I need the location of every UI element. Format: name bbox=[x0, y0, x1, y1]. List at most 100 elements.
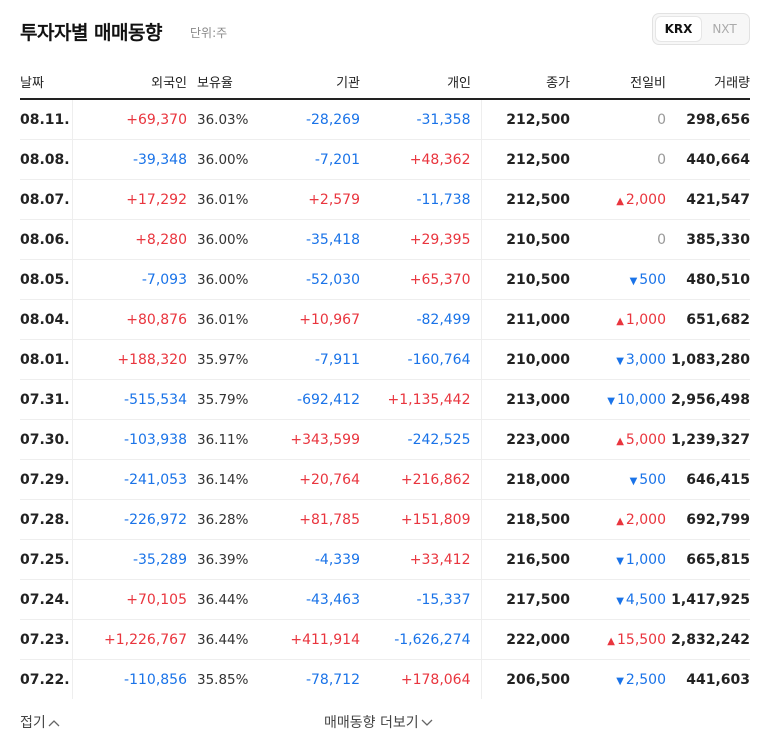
close-cell: 216,500 bbox=[481, 539, 570, 580]
close-cell: 210,500 bbox=[481, 219, 570, 260]
triangle-up-icon: ▲ bbox=[616, 515, 624, 527]
close-cell: 213,000 bbox=[481, 379, 570, 420]
table-row: 08.11. +69,370 36.03% -28,269 -31,358 212,500… bbox=[20, 99, 750, 140]
change-value: 500 bbox=[639, 471, 666, 488]
holding-cell: 36.01% bbox=[193, 179, 265, 220]
col-individual: 개인 bbox=[360, 66, 481, 100]
change-cell: 0 bbox=[570, 99, 666, 140]
volume-cell: 651,682 bbox=[666, 299, 750, 340]
holding-cell: 36.14% bbox=[193, 459, 265, 500]
change-cell: 0 bbox=[570, 219, 666, 260]
holding-cell: 35.79% bbox=[193, 379, 265, 420]
change-cell: ▼ 2,500 bbox=[570, 660, 666, 700]
triangle-down-icon: ▼ bbox=[616, 355, 624, 367]
change-cell: ▲ 2,000 bbox=[570, 499, 666, 540]
volume-cell: 665,815 bbox=[666, 539, 750, 580]
foreign-cell: +17,292 bbox=[71, 179, 193, 220]
close-cell: 218,500 bbox=[481, 499, 570, 540]
individual-cell: -242,525 bbox=[360, 419, 482, 460]
table-row: 08.01. +188,320 35.97% -7,911 -160,764 210,00… bbox=[20, 339, 750, 380]
change-value: 1,000 bbox=[625, 311, 666, 328]
individual-cell: +48,362 bbox=[360, 139, 482, 180]
col-change: 전일비 bbox=[570, 66, 666, 100]
triangle-down-icon: ▼ bbox=[616, 675, 624, 687]
date-cell: 08.07. bbox=[20, 179, 72, 220]
holding-cell: 36.01% bbox=[193, 299, 265, 340]
institution-cell: -52,030 bbox=[265, 259, 360, 300]
institution-cell: +411,914 bbox=[265, 619, 360, 660]
change-value: 2,500 bbox=[625, 671, 666, 688]
institution-cell: -43,463 bbox=[265, 579, 360, 620]
close-cell: 212,500 bbox=[481, 139, 570, 180]
tab-krx[interactable]: KRX bbox=[656, 17, 701, 41]
individual-cell: +65,370 bbox=[360, 259, 482, 300]
table-row: 07.25. -35,289 36.39% -4,339 +33,412 216,500 ▼… bbox=[20, 539, 750, 580]
more-trend-button[interactable]: 매매동향 더보기 bbox=[324, 712, 433, 732]
volume-cell: 385,330 bbox=[666, 219, 750, 260]
table-header-row: 날짜 외국인 보유율 기관 개인 종가 전일비 거래량 bbox=[20, 66, 750, 100]
table-row: 07.31. -515,534 35.79% -692,412 +1,135,442 21… bbox=[20, 379, 750, 420]
foreign-cell: -226,972 bbox=[71, 499, 193, 540]
holding-cell: 36.00% bbox=[193, 139, 265, 180]
date-cell: 07.30. bbox=[20, 419, 72, 460]
foreign-cell: +69,370 bbox=[71, 99, 193, 140]
close-cell: 222,000 bbox=[481, 619, 570, 660]
col-volume: 거래량 bbox=[666, 66, 750, 100]
change-cell: ▲ 15,500 bbox=[570, 619, 666, 660]
foreign-cell: +188,320 bbox=[71, 339, 193, 380]
close-cell: 206,500 bbox=[506, 671, 570, 688]
holding-cell: 36.44% bbox=[193, 619, 265, 660]
individual-cell: +33,412 bbox=[360, 539, 482, 580]
holding-cell: 36.11% bbox=[193, 419, 265, 460]
table-row: 07.23. +1,226,767 36.44% +411,914 -1,626,274… bbox=[20, 619, 750, 660]
change-value: 500 bbox=[639, 271, 666, 288]
change-cell: ▲ 1,000 bbox=[570, 299, 666, 340]
triangle-up-icon: ▲ bbox=[607, 635, 615, 647]
date-cell: 08.05. bbox=[20, 259, 72, 300]
institution-cell: +10,967 bbox=[265, 299, 360, 340]
triangle-up-icon: ▲ bbox=[616, 195, 624, 207]
change-cell: ▼ 500 bbox=[570, 259, 666, 300]
institution-cell: +81,785 bbox=[265, 499, 360, 540]
date-cell: 07.23. bbox=[20, 619, 72, 660]
holding-cell: 35.97% bbox=[193, 339, 265, 380]
section-title: 투자자별 매매동향 bbox=[20, 22, 162, 44]
change-cell: ▼ 500 bbox=[570, 459, 666, 500]
foreign-cell: +1,226,767 bbox=[71, 619, 193, 660]
foreign-cell: -35,289 bbox=[71, 539, 193, 580]
triangle-down-icon: ▼ bbox=[629, 275, 638, 287]
change-cell: ▲ 5,000 bbox=[570, 419, 666, 460]
col-foreign: 외국인 bbox=[72, 66, 193, 100]
holding-cell: 36.00% bbox=[193, 259, 265, 300]
foreign-cell: -7,093 bbox=[71, 259, 193, 300]
institution-cell: -28,269 bbox=[265, 99, 360, 140]
close-cell: 210,500 bbox=[481, 259, 570, 300]
col-holding: 보유율 bbox=[193, 66, 265, 100]
tab-nxt[interactable]: NXT bbox=[712, 22, 737, 36]
change-cell: ▼ 3,000 bbox=[570, 339, 666, 380]
individual-cell: +216,862 bbox=[360, 459, 482, 500]
date-cell: 08.08. bbox=[20, 139, 72, 180]
holding-cell: 36.39% bbox=[193, 539, 265, 580]
close-cell: 223,000 bbox=[481, 419, 570, 460]
col-date: 날짜 bbox=[20, 66, 72, 100]
change-value: 2,000 bbox=[625, 191, 666, 208]
individual-cell: -11,738 bbox=[360, 179, 482, 220]
individual-cell: -82,499 bbox=[360, 299, 482, 340]
institution-cell: -7,201 bbox=[265, 139, 360, 180]
institution-cell: -4,339 bbox=[265, 539, 360, 580]
fold-button[interactable]: 접기 bbox=[20, 712, 60, 732]
volume-cell: 441,603 bbox=[686, 671, 750, 688]
change-value: 2,000 bbox=[625, 511, 666, 528]
volume-cell: 1,417,925 bbox=[666, 579, 750, 620]
volume-cell: 2,956,498 bbox=[666, 379, 750, 420]
close-cell: 210,000 bbox=[481, 339, 570, 380]
table-row: 07.29. -241,053 36.14% +20,764 +216,862 218,0… bbox=[20, 459, 750, 500]
change-value: 1,000 bbox=[625, 551, 666, 568]
change-cell: 0 bbox=[570, 139, 666, 180]
foreign-cell: -515,534 bbox=[71, 379, 193, 420]
table-row: 08.08. -39,348 36.00% -7,201 +48,362 212,500 0… bbox=[20, 139, 750, 180]
volume-cell: 298,656 bbox=[666, 99, 750, 140]
holding-cell: 35.85% bbox=[197, 671, 249, 688]
foreign-cell: -103,938 bbox=[71, 419, 193, 460]
